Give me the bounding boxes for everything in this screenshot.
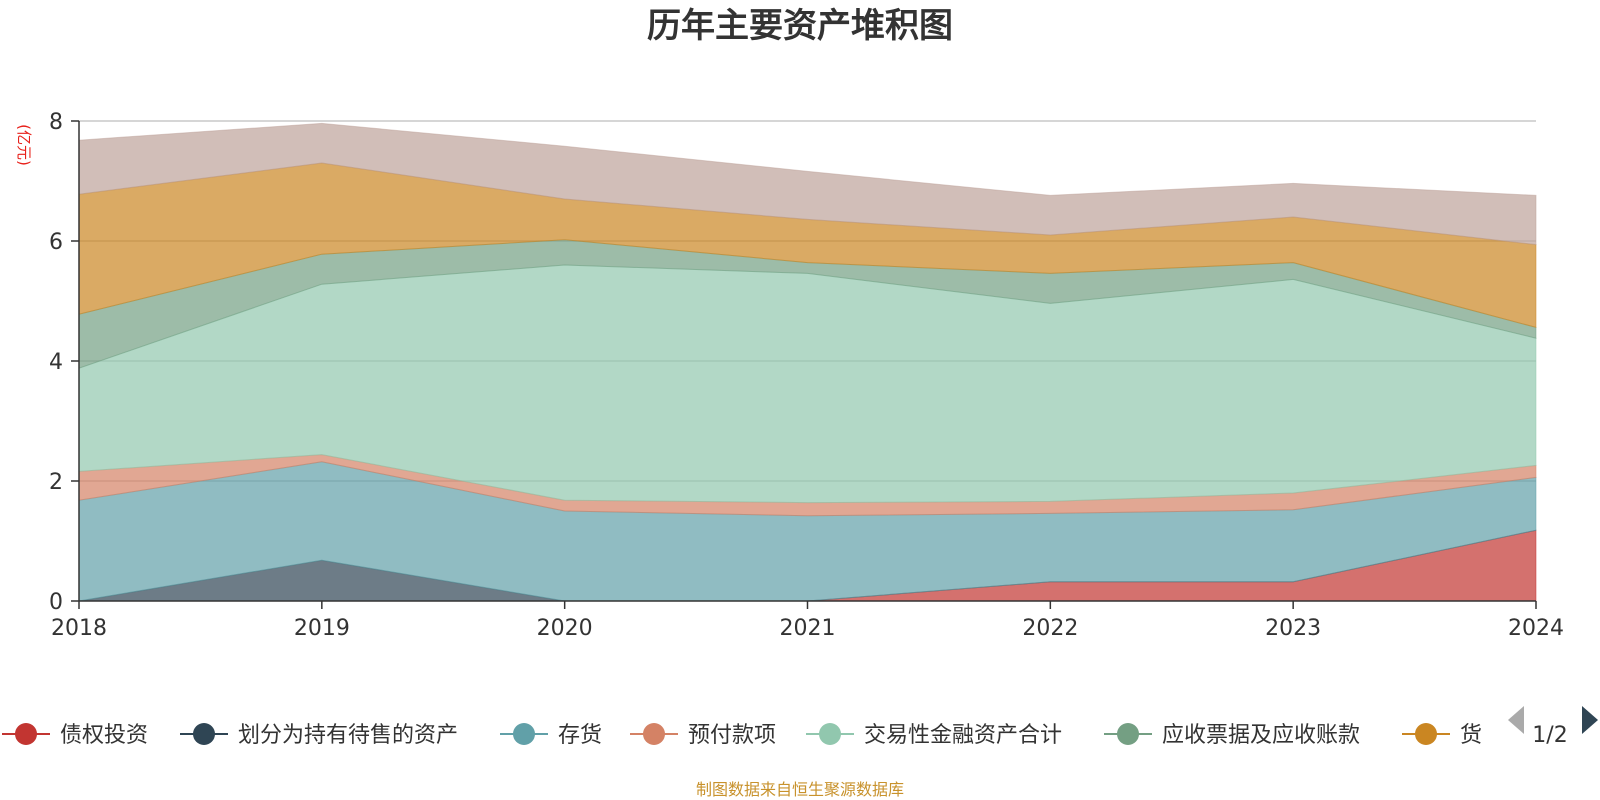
area-series-group bbox=[78, 122, 1537, 602]
legend-label: 应收票据及应收账款 bbox=[1162, 723, 1360, 748]
legend-marker-icon bbox=[1415, 723, 1437, 745]
area-series-7 bbox=[78, 122, 1537, 246]
legend-item[interactable]: 划分为持有待售的资产 bbox=[180, 723, 458, 748]
legend: 债权投资 划分为持有待售的资产 存货 预付款项 交易性金融资产合计 应收票据及应收账款 货 bbox=[2, 723, 1482, 748]
x-tick-label: 2018 bbox=[51, 616, 107, 641]
legend-page-indicator: 1/2 bbox=[1532, 723, 1567, 748]
legend-marker-icon bbox=[15, 723, 37, 745]
chart-title: 历年主要资产堆积图 bbox=[647, 6, 953, 46]
x-tick-label: 2024 bbox=[1508, 616, 1564, 641]
legend-pager[interactable]: 1/2 bbox=[1508, 706, 1598, 748]
legend-item[interactable]: 货 bbox=[1402, 723, 1482, 748]
x-tick-label: 2022 bbox=[1022, 616, 1078, 641]
legend-next-page-icon[interactable] bbox=[1582, 706, 1598, 734]
y-tick-label: 4 bbox=[49, 350, 63, 375]
legend-item[interactable]: 预付款项 bbox=[630, 723, 776, 748]
axes: 0 2 4 6 8 2018 2019 2020 2021 2022 2023 2024 bbox=[49, 110, 1564, 641]
legend-marker-icon bbox=[513, 723, 535, 745]
y-tick-label: 8 bbox=[49, 110, 63, 135]
legend-marker-icon bbox=[643, 723, 665, 745]
source-note: 制图数据来自恒生聚源数据库 bbox=[696, 780, 904, 799]
y-tick-label: 6 bbox=[49, 230, 63, 255]
legend-item[interactable]: 债权投资 bbox=[2, 723, 148, 748]
legend-label: 交易性金融资产合计 bbox=[864, 723, 1062, 748]
legend-label: 债权投资 bbox=[60, 723, 148, 748]
x-tick-label: 2020 bbox=[537, 616, 593, 641]
legend-label: 存货 bbox=[558, 723, 602, 748]
legend-item[interactable]: 交易性金融资产合计 bbox=[806, 723, 1062, 748]
legend-label: 预付款项 bbox=[688, 723, 776, 748]
legend-marker-icon bbox=[193, 723, 215, 745]
legend-marker-icon bbox=[819, 723, 841, 745]
legend-label: 划分为持有待售的资产 bbox=[238, 723, 458, 748]
y-tick-label: 2 bbox=[49, 470, 63, 495]
legend-marker-icon bbox=[1117, 723, 1139, 745]
y-tick-label: 0 bbox=[49, 590, 63, 615]
x-tick-label: 2023 bbox=[1265, 616, 1321, 641]
legend-label: 货 bbox=[1460, 723, 1482, 748]
x-tick-label: 2021 bbox=[780, 616, 836, 641]
legend-item[interactable]: 应收票据及应收账款 bbox=[1104, 723, 1360, 748]
legend-prev-page-icon[interactable] bbox=[1508, 706, 1524, 734]
legend-item[interactable]: 存货 bbox=[500, 723, 602, 748]
x-tick-label: 2019 bbox=[294, 616, 350, 641]
y-axis-unit: (亿元) bbox=[15, 124, 33, 166]
